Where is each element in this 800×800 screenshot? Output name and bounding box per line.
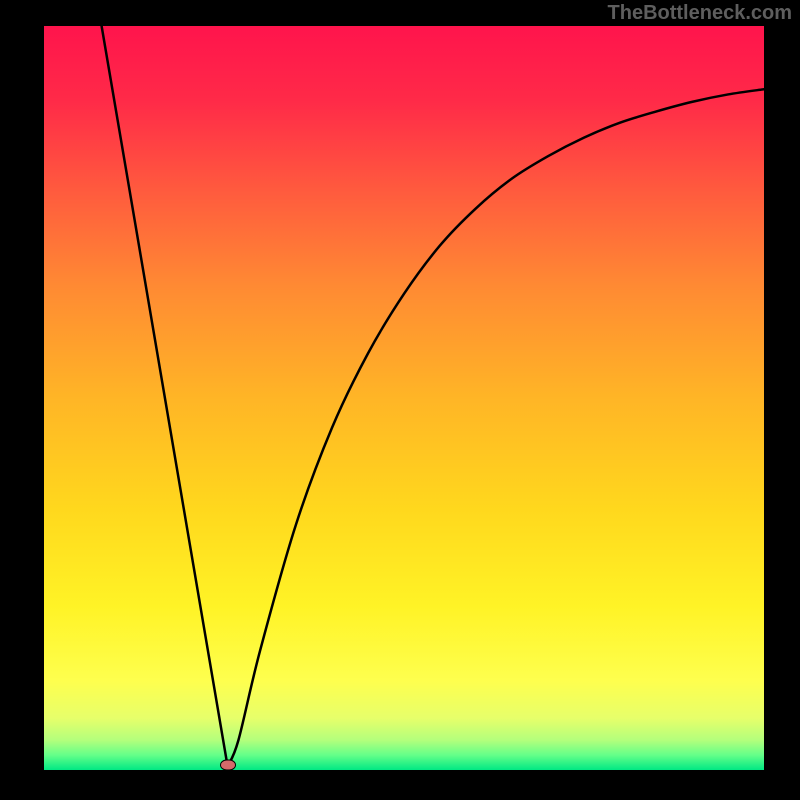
valley-marker xyxy=(220,759,236,770)
chart-container: TheBottleneck.com xyxy=(0,0,800,800)
plot-area xyxy=(44,26,764,770)
watermark-text: TheBottleneck.com xyxy=(608,2,792,25)
curve-path xyxy=(102,26,764,766)
curve-svg xyxy=(44,26,764,770)
